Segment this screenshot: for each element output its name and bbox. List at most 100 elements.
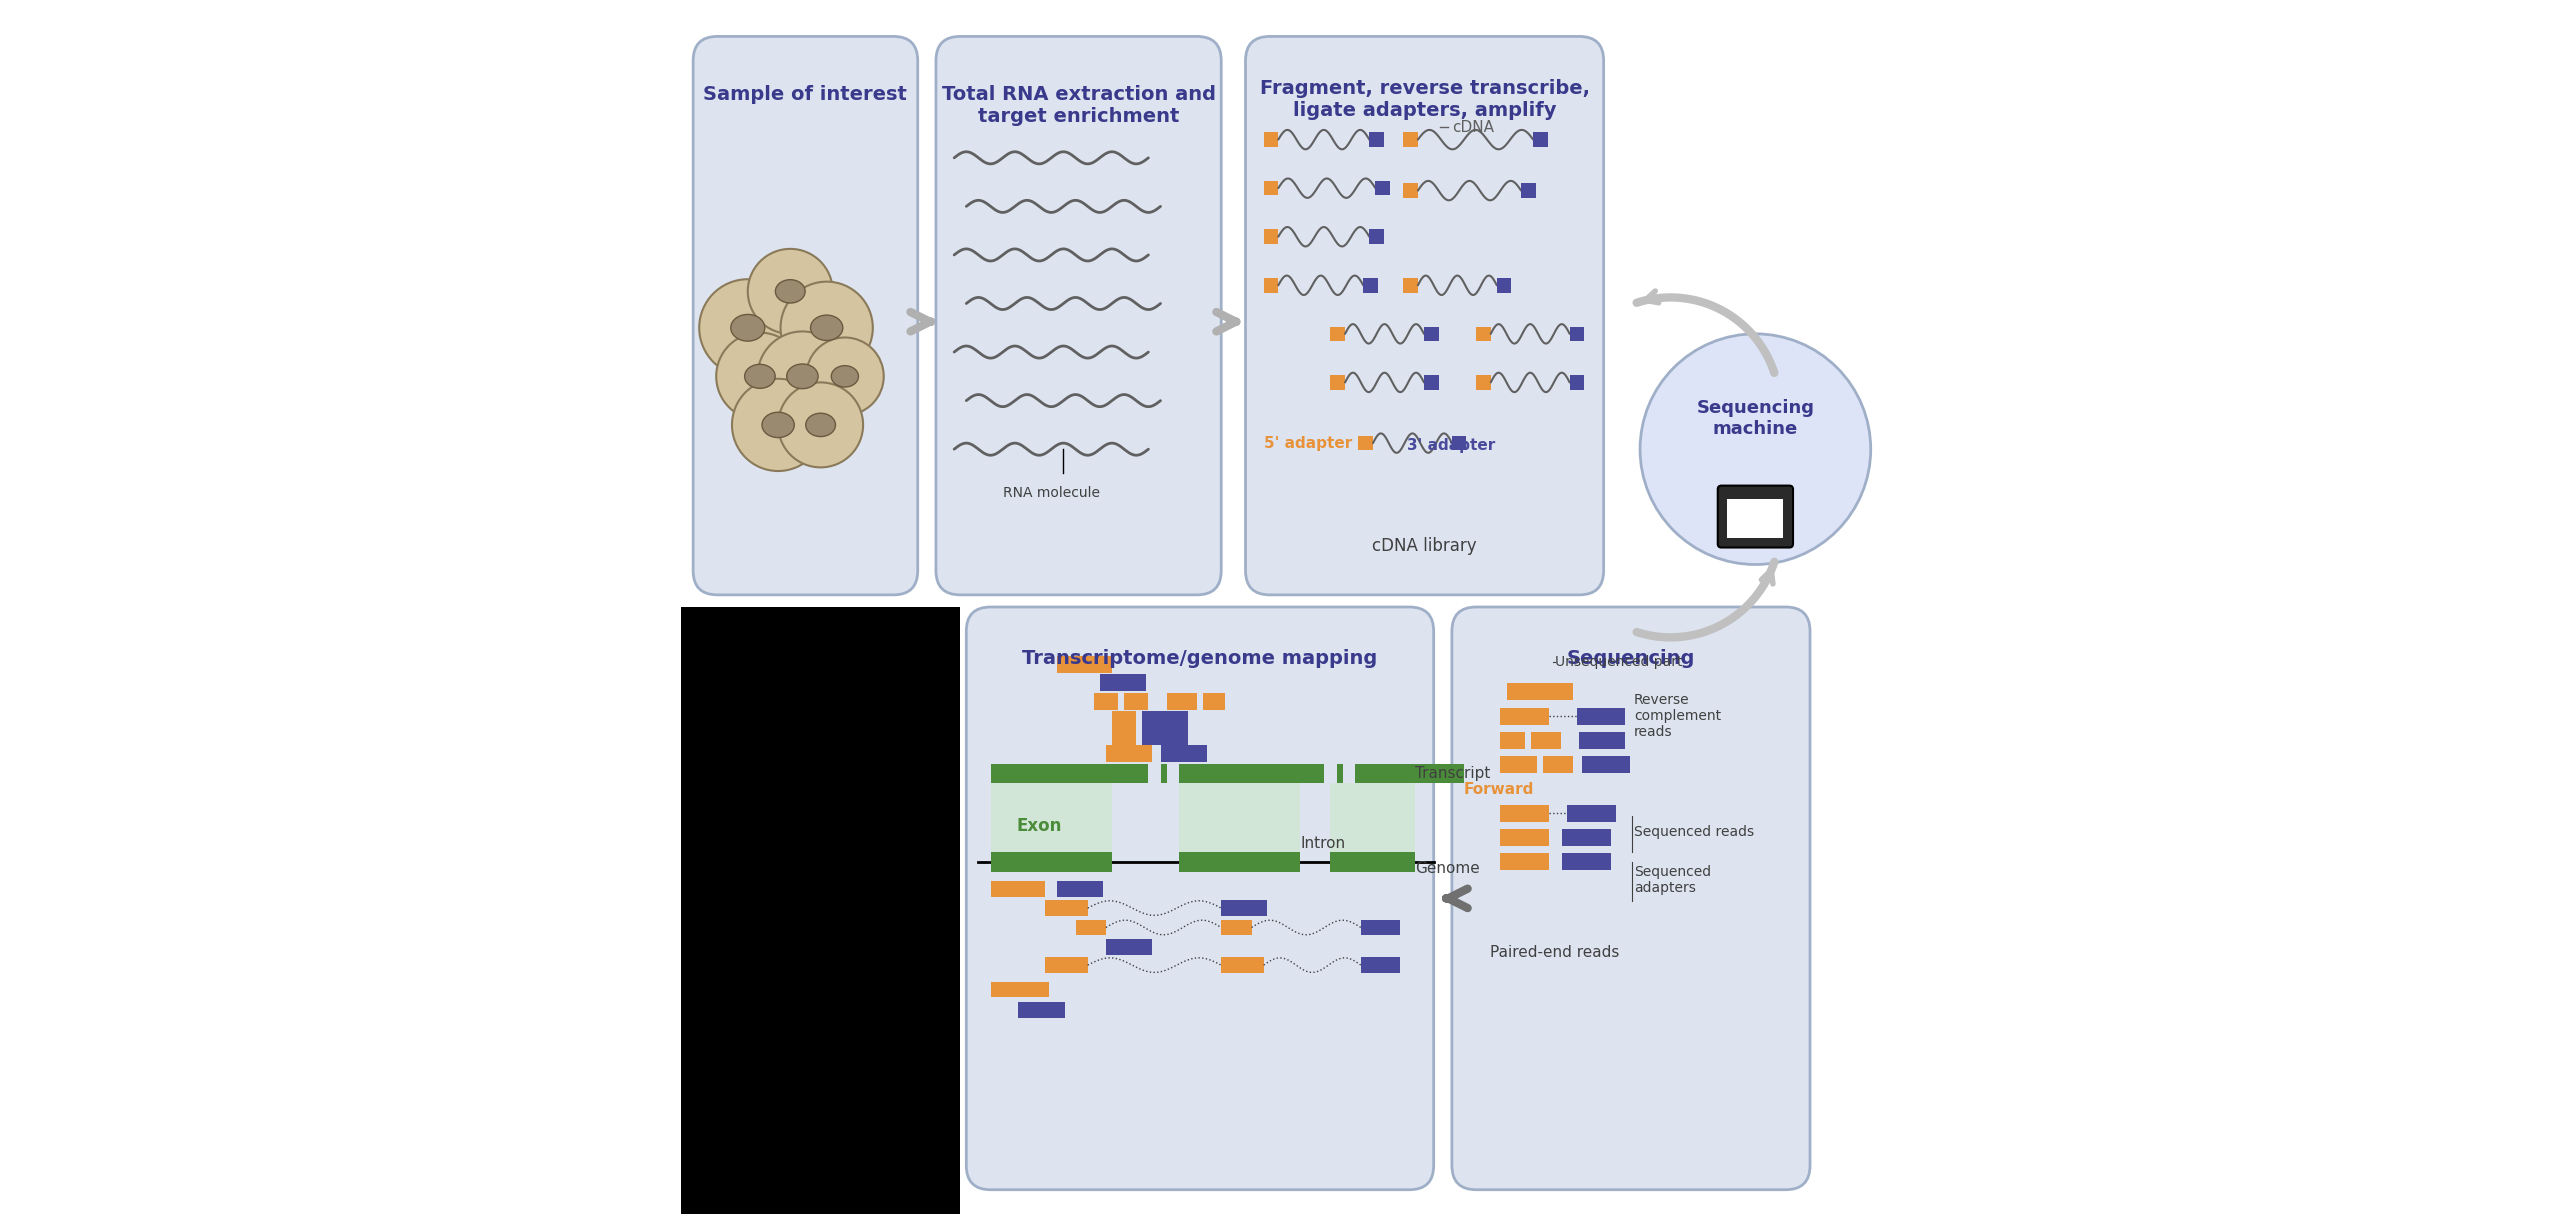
Bar [1221,957,1265,974]
Bar [1100,674,1146,691]
Polygon shape [1180,783,1301,852]
Bar [1582,756,1631,773]
Bar [1363,278,1378,293]
Bar [1520,183,1535,198]
Bar [1476,375,1492,390]
Bar [1370,132,1383,147]
Text: Exon: Exon [1018,817,1061,834]
Bar [1499,829,1548,846]
Ellipse shape [732,314,765,341]
Bar [1507,683,1574,700]
Bar [1499,853,1548,870]
Bar [1499,805,1548,822]
Bar [1453,436,1466,450]
Bar [1499,756,1538,773]
Polygon shape [992,783,1113,852]
Bar [1425,327,1437,341]
Ellipse shape [762,413,793,437]
Bar [992,852,1113,872]
Text: Total RNA extraction and
target enrichment: Total RNA extraction and target enrichme… [943,85,1216,126]
Text: Sequenced reads: Sequenced reads [1633,824,1754,839]
Bar [1046,901,1087,915]
Text: Transcript: Transcript [1414,766,1492,781]
Text: 3' adapter: 3' adapter [1406,438,1494,453]
Circle shape [781,282,873,374]
Text: Paired-end reads: Paired-end reads [1492,946,1620,960]
FancyBboxPatch shape [1453,607,1811,1190]
Bar [1404,278,1417,293]
Bar [1265,132,1278,147]
Bar [1376,181,1391,195]
Bar [1141,728,1188,745]
Bar [992,881,1046,896]
Bar [1056,881,1103,896]
Bar [1203,693,1224,710]
FancyBboxPatch shape [1718,486,1793,548]
Bar [1113,728,1136,745]
Bar [1530,732,1561,749]
Bar [1497,278,1512,293]
Bar [1162,745,1206,762]
Text: RNA molecule: RNA molecule [1002,486,1100,500]
Circle shape [747,249,832,334]
Bar [1404,132,1417,147]
Circle shape [806,337,884,415]
Bar [1728,499,1783,538]
Text: Sample of interest: Sample of interest [703,85,907,104]
Bar [1355,764,1463,783]
Bar [1180,764,1324,783]
Polygon shape [1329,783,1414,852]
Bar [1499,708,1548,725]
Bar [1476,327,1492,341]
Bar [1329,327,1345,341]
Bar [1095,693,1118,710]
Bar [1123,693,1149,710]
Ellipse shape [786,364,819,388]
Text: Sequencing
machine: Sequencing machine [1698,399,1814,438]
Text: cDNA library: cDNA library [1373,538,1476,555]
Ellipse shape [775,279,806,304]
Bar [1533,132,1548,147]
Bar [1141,711,1188,728]
FancyBboxPatch shape [966,607,1435,1190]
Bar [1167,693,1198,710]
Ellipse shape [806,413,835,437]
Bar [1360,957,1399,974]
Text: 5' adapter: 5' adapter [1265,436,1352,450]
Bar [1265,181,1278,195]
Bar [1404,183,1417,198]
Bar [1370,229,1383,244]
Circle shape [732,379,824,471]
FancyBboxPatch shape [1247,36,1605,595]
Ellipse shape [744,364,775,388]
Bar [1113,711,1136,728]
Bar [1566,805,1615,822]
Bar [992,764,1149,783]
Text: Transcriptome/genome mapping: Transcriptome/genome mapping [1023,649,1378,669]
Text: Fragment, reverse transcribe,
ligate adapters, amplify: Fragment, reverse transcribe, ligate ada… [1260,79,1589,120]
FancyBboxPatch shape [693,36,917,595]
Bar [1579,732,1625,749]
Bar [1360,920,1399,935]
Bar [1077,920,1105,935]
Bar [1105,940,1151,954]
Text: Genome: Genome [1414,861,1481,875]
Bar [1564,829,1610,846]
Bar [992,981,1048,998]
Text: cDNA: cDNA [1453,120,1494,135]
Bar [1358,436,1373,450]
Bar [1499,732,1525,749]
Bar [1221,920,1252,935]
Bar [1056,656,1113,673]
Text: Forward: Forward [1463,782,1535,796]
Ellipse shape [811,316,842,340]
Text: Sequenced
adapters: Sequenced adapters [1633,866,1710,895]
Bar [1329,852,1414,872]
Text: Intron: Intron [1301,836,1345,851]
Circle shape [757,331,848,421]
FancyBboxPatch shape [935,36,1221,595]
Bar [1425,375,1437,390]
Bar [1337,764,1342,783]
Bar [1265,229,1278,244]
Circle shape [778,382,863,467]
